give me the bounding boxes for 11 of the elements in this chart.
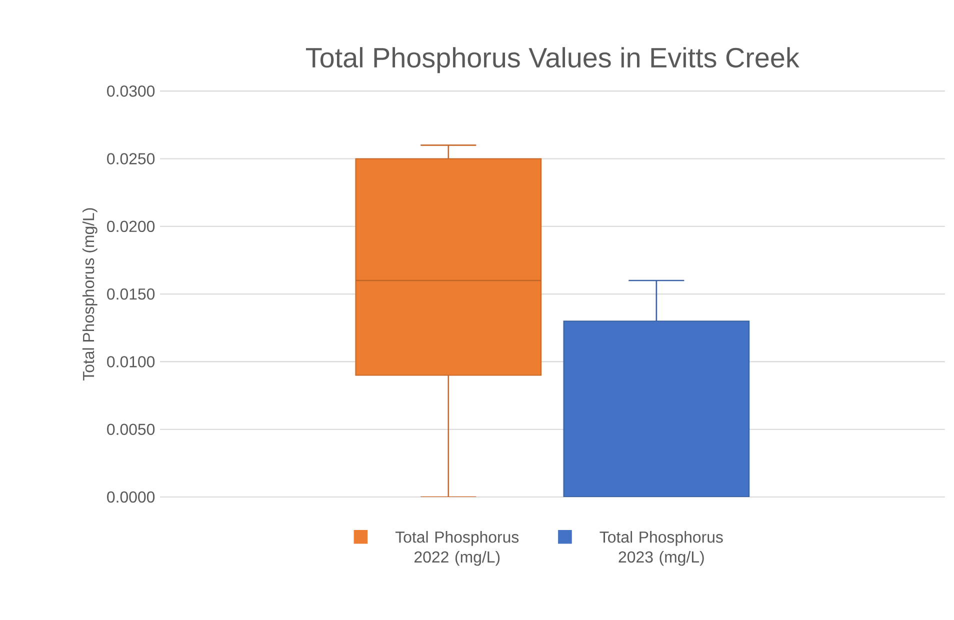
legend-label: Total Phosphorus 2022 (mg/L) [395, 531, 519, 566]
y-axis-title: Total Phosphorus (mg/L) [82, 208, 98, 381]
y-tick-label: 0.0200 [107, 220, 155, 232]
y-tick-label: 0.0000 [107, 491, 155, 503]
y-tick-label: 0.0100 [107, 356, 155, 368]
y-tick-label: 0.0150 [107, 288, 155, 300]
y-tick-label: 0.0050 [107, 424, 155, 436]
chart-title: Total Phosphorus Values in Evitts Creek [306, 47, 800, 74]
legend-label: Total Phosphorus 2023 (mg/L) [600, 531, 723, 566]
y-tick-label: 0.0300 [107, 86, 155, 97]
y-tick-label: 0.0250 [107, 153, 155, 164]
